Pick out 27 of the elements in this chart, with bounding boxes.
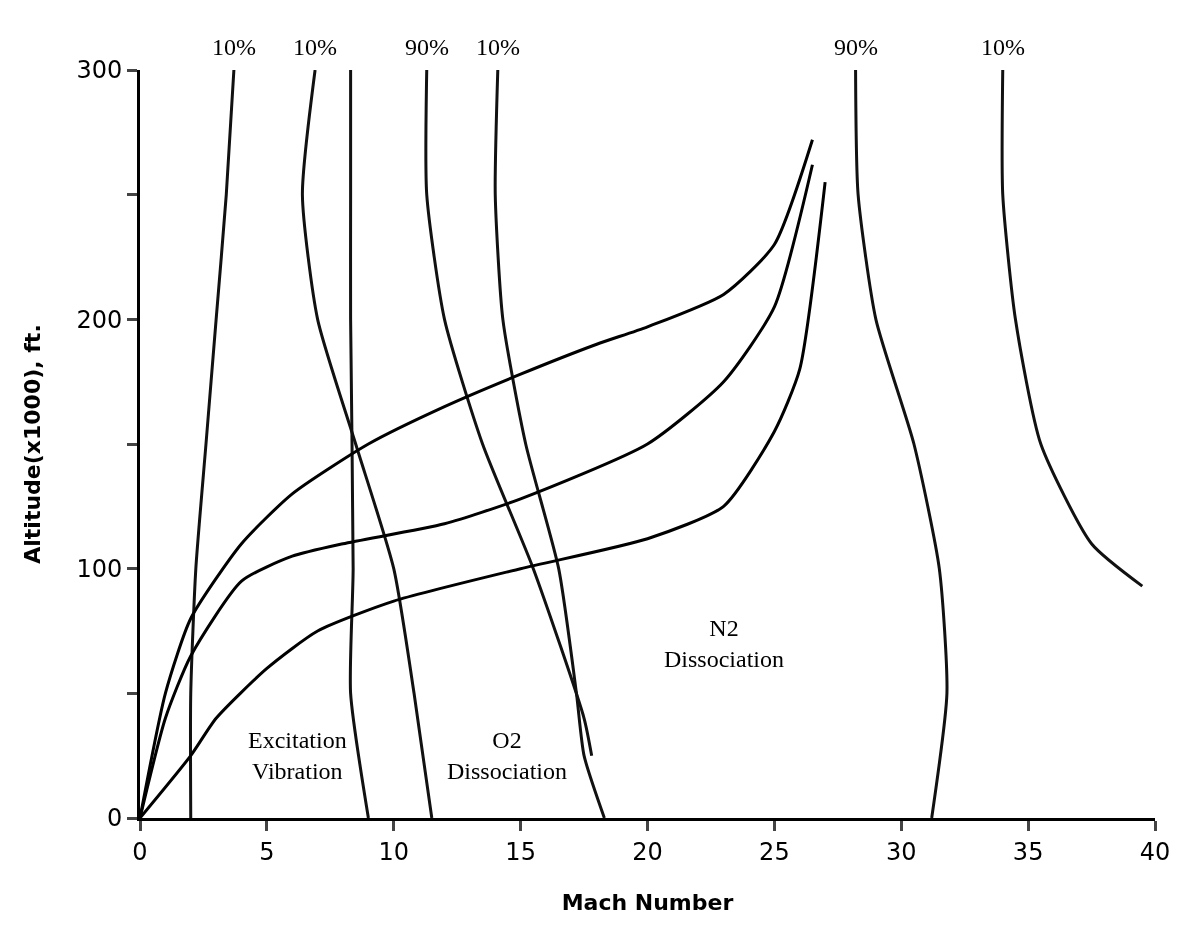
y-tick-label: 200 xyxy=(76,305,123,334)
line-series xyxy=(1000,70,1144,588)
annotation: 90% xyxy=(834,34,878,60)
annotation: 10% xyxy=(981,34,1025,60)
annotation: 10% xyxy=(293,34,337,60)
annotation: 10% xyxy=(476,34,520,60)
annotation: Excitation Vibration xyxy=(248,727,347,785)
annotation: 90% xyxy=(405,34,449,60)
line-series xyxy=(189,70,236,818)
x-tick-label: 15 xyxy=(505,837,536,866)
y-tick-label: 300 xyxy=(76,56,123,85)
annotation: 10% xyxy=(212,34,256,60)
x-axis-title: Mach Number xyxy=(561,889,734,915)
x-tick-label: 0 xyxy=(132,837,148,866)
y-axis-title: Altitude(x1000), ft. xyxy=(20,324,46,564)
x-tick-label: 30 xyxy=(885,837,917,866)
y-tick-label: 0 xyxy=(106,804,123,833)
x-tick-label: 25 xyxy=(759,837,790,866)
y-tick-label: 100 xyxy=(76,555,123,584)
annotation: N2 Dissociation xyxy=(664,615,784,673)
x-tick-label: 10 xyxy=(378,837,410,866)
x-tick-label: 40 xyxy=(1139,837,1171,866)
annotation: O2 Dissociation xyxy=(447,727,567,785)
x-tick-label: 20 xyxy=(632,837,663,866)
x-tick-label: 5 xyxy=(259,837,275,866)
line-series xyxy=(854,70,949,818)
x-tick-label: 35 xyxy=(1012,837,1044,866)
